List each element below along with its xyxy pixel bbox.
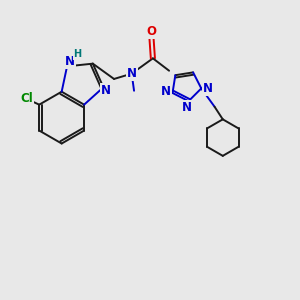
Text: N: N <box>203 82 213 95</box>
Text: N: N <box>101 84 111 97</box>
Text: H: H <box>73 49 81 59</box>
Text: O: O <box>146 25 156 38</box>
Text: Cl: Cl <box>20 92 33 105</box>
Text: N: N <box>182 101 192 114</box>
Text: N: N <box>127 67 137 80</box>
Text: N: N <box>65 56 75 68</box>
Text: N: N <box>161 85 171 98</box>
